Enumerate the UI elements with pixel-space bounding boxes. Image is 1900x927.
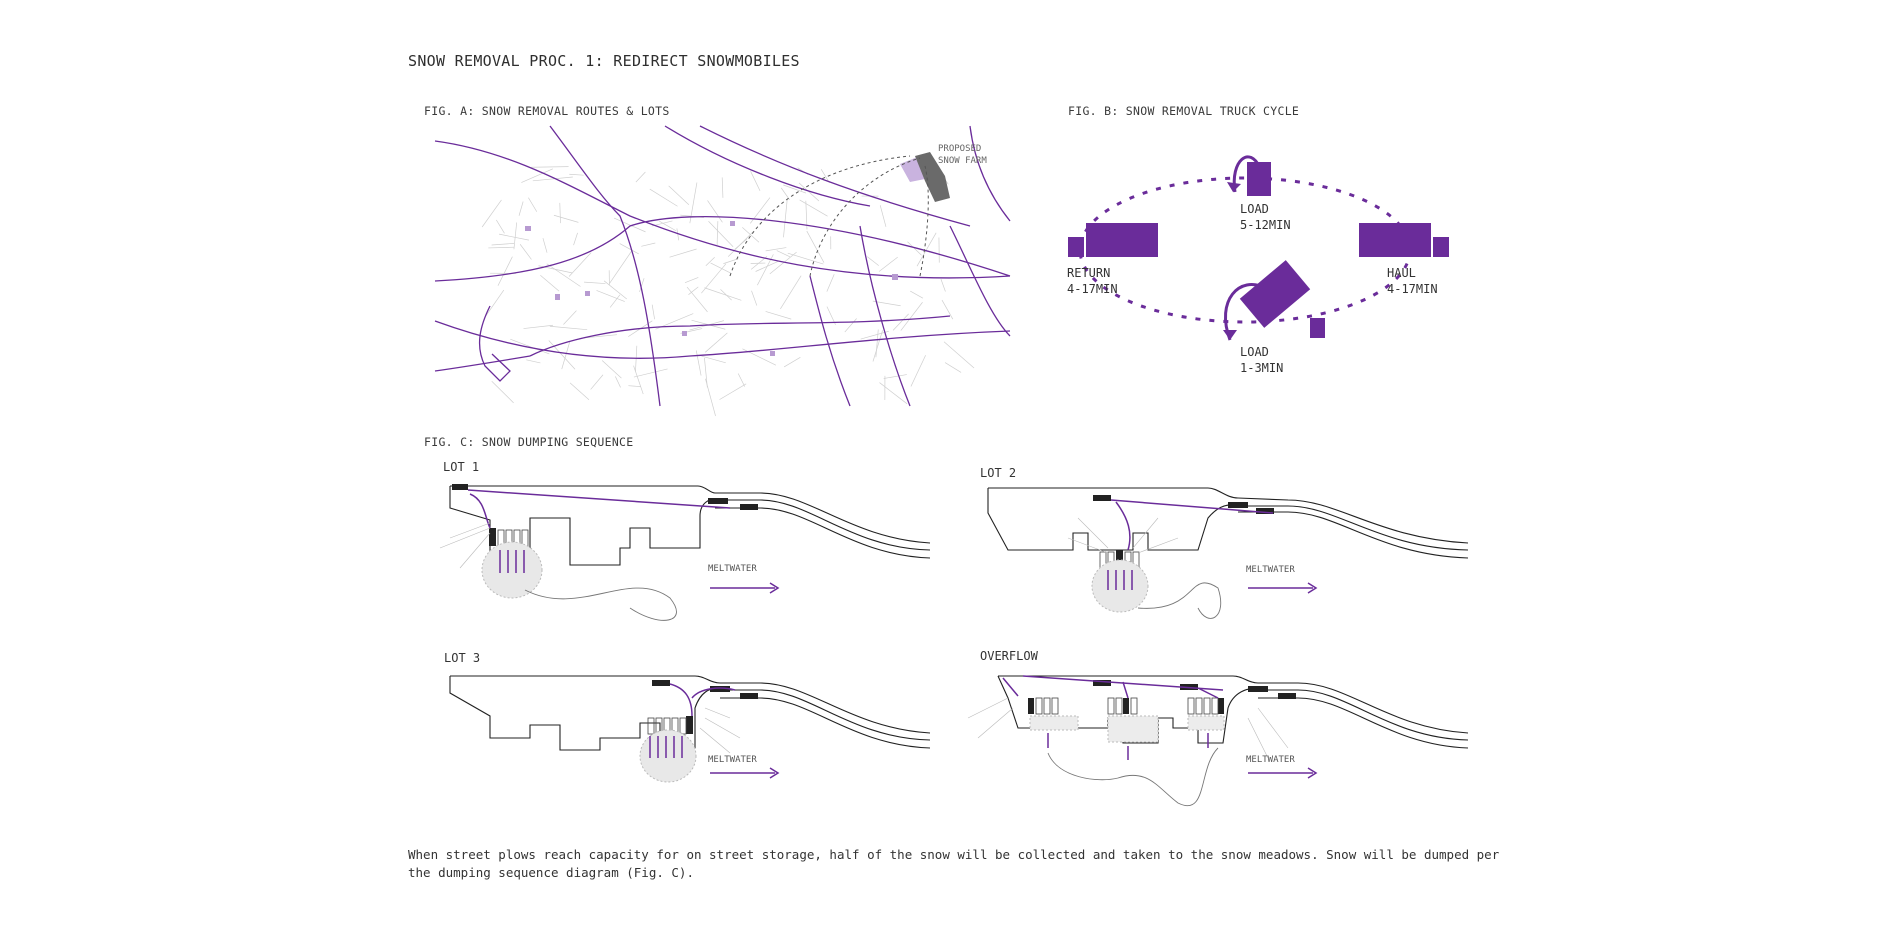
street-grid (481, 166, 975, 417)
lot-3-diagram (449, 675, 931, 783)
lot-2-label: LOT 2 (980, 466, 1017, 480)
load-top-label-1: LOAD (1240, 202, 1269, 216)
truck-haul (1359, 223, 1431, 257)
load-bottom-label-2: 1-3MIN (1240, 361, 1284, 375)
truck-load-bottom (1239, 260, 1311, 328)
lot-3-label: LOT 3 (444, 651, 481, 665)
snow-farm-label-2: SNOW FARM (938, 156, 987, 166)
lot-3-meltwater: MELTWATER (708, 755, 757, 765)
description-paragraph: When street plows reach capacity for on … (408, 847, 1500, 880)
truck-return (1086, 223, 1158, 257)
haul-label-2: 4-17MIN (1387, 282, 1438, 296)
load-top-label-2: 5-12MIN (1240, 218, 1291, 232)
fig-b-title: FIG. B: SNOW REMOVAL TRUCK CYCLE (1068, 104, 1300, 118)
load-bottom-label-1: LOAD (1240, 345, 1269, 359)
fig-a-title: FIG. A: SNOW REMOVAL ROUTES & LOTS (424, 104, 670, 118)
overflow-label: OVERFLOW (980, 649, 1038, 663)
page-title: SNOW REMOVAL PROC. 1: REDIRECT SNOWMOBIL… (408, 52, 800, 70)
snow-farm-label-1: PROPOSED (938, 144, 981, 154)
lot-1-diagram (439, 484, 931, 621)
lot-1-label: LOT 1 (443, 460, 480, 474)
main-roads (434, 125, 1011, 407)
haul-routes (729, 155, 929, 277)
lot-2-meltwater: MELTWATER (1246, 565, 1295, 575)
lot-2-diagram (987, 487, 1469, 619)
return-label-2: 4-17MIN (1067, 282, 1118, 296)
loader-bottom (1310, 318, 1325, 338)
snow-lots (525, 156, 930, 356)
haul-label-1: HAUL (1387, 266, 1416, 280)
truck-haul-cab (1433, 237, 1449, 257)
lot-1-meltwater: MELTWATER (708, 564, 757, 574)
overflow-meltwater: MELTWATER (1246, 755, 1295, 765)
snow-farm-shape (915, 152, 950, 202)
fig-a-map: PROPOSED SNOW FARM (434, 125, 1011, 417)
truck-return-cab (1068, 237, 1084, 257)
overflow-diagram (967, 675, 1469, 807)
fig-b-cycle (1068, 155, 1449, 341)
return-label-1: RETURN (1067, 266, 1111, 280)
fig-c-title: FIG. C: SNOW DUMPING SEQUENCE (424, 435, 634, 449)
